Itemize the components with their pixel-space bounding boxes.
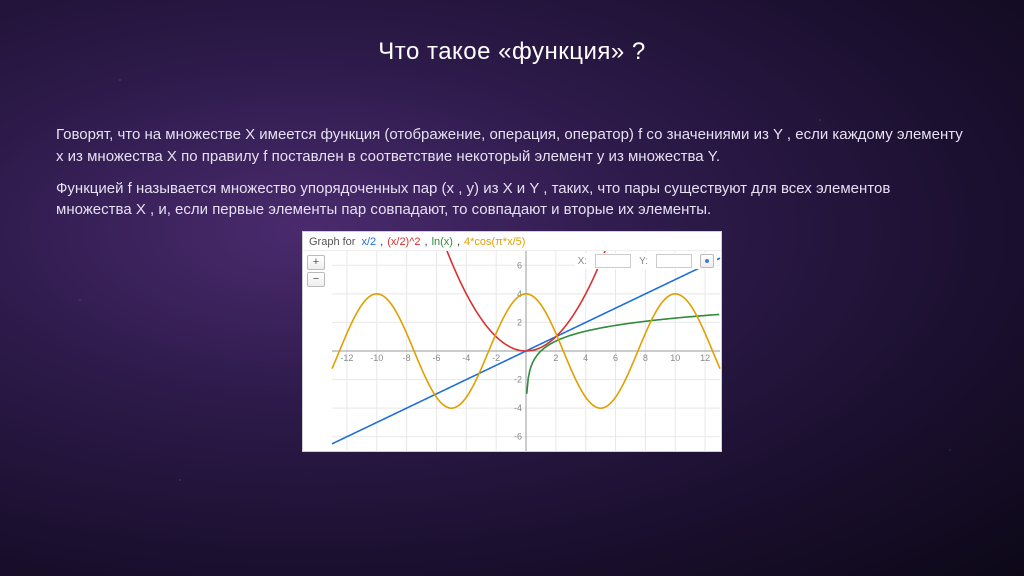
svg-text:-8: -8 bbox=[403, 353, 411, 363]
svg-text:2: 2 bbox=[517, 317, 522, 327]
definition-paragraph-1: Говорят, что на множестве X имеется функ… bbox=[56, 124, 968, 168]
svg-text:2: 2 bbox=[553, 353, 558, 363]
svg-text:8: 8 bbox=[643, 353, 648, 363]
series-label-3: ln(x) bbox=[432, 236, 453, 248]
definition-paragraph-2: Функцией f называется множество упорядоч… bbox=[56, 178, 968, 222]
plot-svg: -12-10-8-6-4-224681012-6-4-2246 bbox=[331, 251, 721, 451]
zoom-controls: + − bbox=[303, 251, 331, 451]
svg-text:10: 10 bbox=[670, 353, 680, 363]
y-readout-label: Y: bbox=[639, 256, 648, 267]
series-label-2: (x/2)^2 bbox=[387, 236, 420, 248]
svg-text:6: 6 bbox=[613, 353, 618, 363]
svg-text:-2: -2 bbox=[492, 353, 500, 363]
svg-text:12: 12 bbox=[700, 353, 710, 363]
plot-area[interactable]: X: Y: -12-10-8-6-4-224681012-6-4-2246 bbox=[331, 251, 721, 451]
trace-toggle-button[interactable] bbox=[700, 254, 714, 268]
x-readout-label: X: bbox=[578, 256, 587, 267]
svg-text:-2: -2 bbox=[514, 375, 522, 385]
svg-text:6: 6 bbox=[517, 260, 522, 270]
slide-title: Что такое «функция» ? bbox=[56, 38, 968, 66]
x-readout-value bbox=[595, 254, 631, 268]
series-label-4: 4*cos(π*x/5) bbox=[464, 236, 525, 248]
zoom-in-button[interactable]: + bbox=[307, 255, 325, 270]
function-graph-widget: Graph for x/2, (x/2)^2, ln(x), 4*cos(π*x… bbox=[302, 231, 722, 452]
y-readout-value bbox=[656, 254, 692, 268]
graph-for-label: Graph for bbox=[309, 236, 355, 248]
graph-legend: Graph for x/2, (x/2)^2, ln(x), 4*cos(π*x… bbox=[303, 232, 721, 251]
zoom-out-button[interactable]: − bbox=[307, 272, 325, 287]
svg-text:4: 4 bbox=[583, 353, 588, 363]
svg-text:-12: -12 bbox=[340, 353, 353, 363]
svg-text:-4: -4 bbox=[462, 353, 470, 363]
svg-text:-10: -10 bbox=[370, 353, 383, 363]
series-label-1: x/2 bbox=[361, 236, 376, 248]
svg-text:-6: -6 bbox=[514, 432, 522, 442]
svg-text:-4: -4 bbox=[514, 403, 522, 413]
svg-text:-6: -6 bbox=[432, 353, 440, 363]
coordinate-readout: X: Y: bbox=[575, 253, 717, 269]
